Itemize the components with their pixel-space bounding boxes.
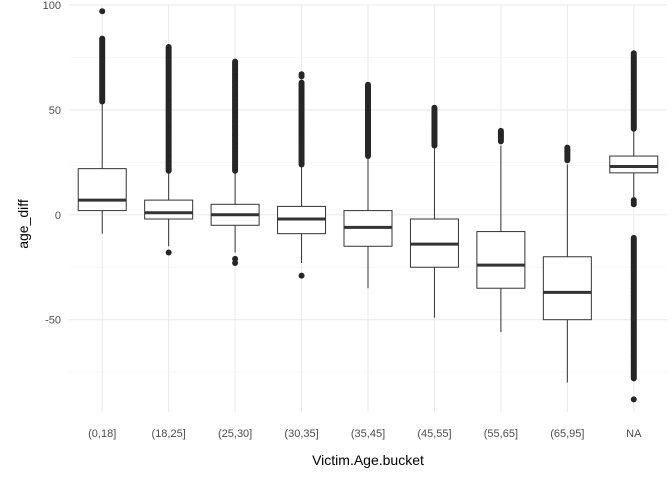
box-(65,95] xyxy=(542,144,592,383)
outlier-point xyxy=(298,79,305,86)
outlier-point xyxy=(630,50,637,57)
box-iqr xyxy=(77,168,127,212)
outlier-point xyxy=(99,35,106,42)
box-(25,30] xyxy=(210,58,260,267)
x-tick-label: (55,65] xyxy=(484,428,518,440)
outlier-point xyxy=(497,127,504,134)
y-axis-title: age_diff xyxy=(15,199,31,249)
outlier-point xyxy=(298,272,305,279)
outlier-point xyxy=(630,234,637,241)
outlier-point xyxy=(431,104,438,111)
x-tick-label: (18,25] xyxy=(152,428,186,440)
x-tick-label: NA xyxy=(626,428,642,440)
y-tick-label: -50 xyxy=(45,315,61,327)
y-tick-label: 0 xyxy=(55,210,61,222)
box-(55,65] xyxy=(476,127,526,333)
box-iqr xyxy=(476,231,526,289)
outlier-point xyxy=(298,71,305,78)
outlier-point xyxy=(630,396,637,403)
box-(0,18] xyxy=(77,8,127,234)
outlier-point xyxy=(99,8,106,15)
x-tick-label: (35,45] xyxy=(351,428,385,440)
outlier-point xyxy=(564,144,571,151)
outlier-point xyxy=(165,249,172,256)
box-NA xyxy=(609,50,659,403)
box-iqr xyxy=(609,155,659,174)
y-tick-label: 50 xyxy=(49,105,61,117)
x-tick-label: (45,55] xyxy=(417,428,451,440)
box-iqr xyxy=(542,256,592,321)
x-tick-label: (30,35] xyxy=(284,428,318,440)
x-tick-label: (65,95] xyxy=(550,428,584,440)
x-tick-labels: (0,18] (18,25] (25,30] (30,35] (35,45] (45,55… xyxy=(88,428,642,440)
box-(18,25] xyxy=(144,43,194,256)
box-(35,45] xyxy=(343,81,393,289)
outlier-point xyxy=(365,81,371,88)
x-tick-label: (25,30] xyxy=(218,428,252,440)
outlier-point xyxy=(232,260,239,267)
y-tick-labels: 100 50 0 -50 xyxy=(43,0,61,327)
box-iqr xyxy=(144,199,194,220)
outlier-point xyxy=(630,197,637,204)
x-tick-label: (0,18] xyxy=(88,428,116,440)
box-(45,55] xyxy=(409,104,459,318)
x-axis-title: Victim.Age.bucket xyxy=(312,452,424,468)
outlier-point xyxy=(232,255,239,262)
boxes xyxy=(77,8,659,403)
box-(30,35] xyxy=(277,71,327,279)
outlier-point xyxy=(232,58,239,65)
outlier-point xyxy=(165,43,172,50)
y-tick-label: 100 xyxy=(43,0,61,12)
